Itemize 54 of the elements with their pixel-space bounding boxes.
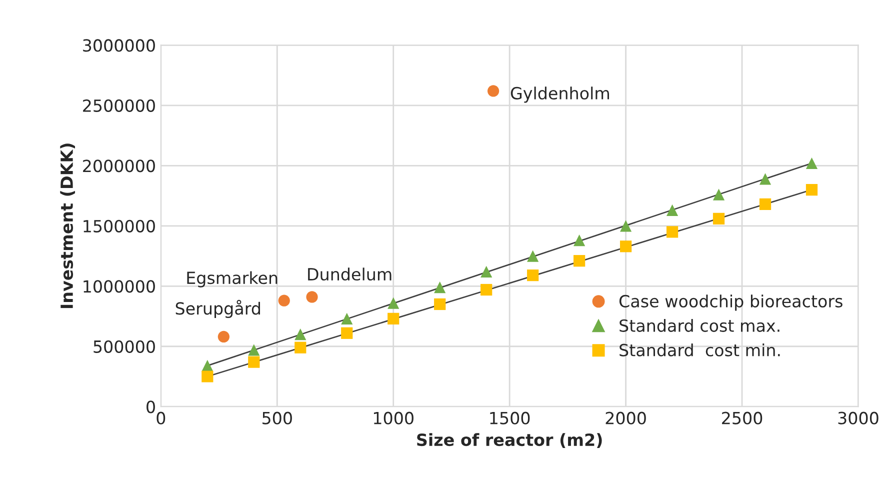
point <box>666 226 678 238</box>
y-axis-title: Investment (DKK) <box>60 144 76 308</box>
point <box>806 184 818 196</box>
x-tick-label: 0 <box>156 412 166 424</box>
annotation: Egsmarken <box>187 271 278 288</box>
point <box>218 330 230 343</box>
point <box>806 157 818 170</box>
y-tick-label: 2500000 <box>83 99 155 112</box>
point <box>434 282 446 294</box>
point <box>620 220 632 232</box>
point <box>278 294 290 306</box>
point <box>480 266 492 278</box>
point <box>434 298 446 310</box>
y-tick-label: 500000 <box>94 340 155 353</box>
point <box>306 291 318 303</box>
point <box>527 269 539 282</box>
x-tick-label: 1500 <box>490 412 530 424</box>
point <box>341 327 353 339</box>
point <box>759 173 772 185</box>
point <box>527 250 539 262</box>
point <box>388 297 400 309</box>
y-tick-label: 1000000 <box>84 280 155 293</box>
y-tick-label: 2000000 <box>83 160 155 172</box>
x-tick-label: 500 <box>262 412 292 424</box>
point <box>248 344 260 356</box>
annotation: Gyldenholm <box>510 86 609 103</box>
point <box>574 234 586 246</box>
y-tick-label: 3000000 <box>83 39 155 52</box>
legend-label: Standard cost max. <box>620 319 780 332</box>
x-tick-label: 2500 <box>722 412 762 424</box>
x-tick-label: 1000 <box>374 412 414 424</box>
x-tick-label: 3000 <box>838 412 878 424</box>
point <box>712 188 725 200</box>
point <box>294 328 306 340</box>
point <box>341 312 353 324</box>
point <box>488 85 500 97</box>
y-tick-label: 0 <box>146 400 155 414</box>
point <box>248 356 260 368</box>
legend-label: Case woodchip bioreactors <box>619 294 842 311</box>
annotation: Serupgård <box>176 300 260 318</box>
point <box>712 212 725 224</box>
point <box>480 284 492 296</box>
point <box>759 198 772 210</box>
point <box>620 240 632 252</box>
legend-label: Standard cost min. <box>620 344 780 356</box>
point <box>666 204 678 216</box>
x-tick-label: 2000 <box>606 412 646 424</box>
annotation: Dundelum <box>308 268 392 281</box>
point <box>294 342 306 354</box>
point <box>388 312 400 324</box>
point <box>574 255 586 267</box>
y-tick-label: 1500000 <box>84 220 155 232</box>
x-axis-title: Size of reactor (m2) <box>417 433 602 448</box>
point <box>202 370 214 382</box>
